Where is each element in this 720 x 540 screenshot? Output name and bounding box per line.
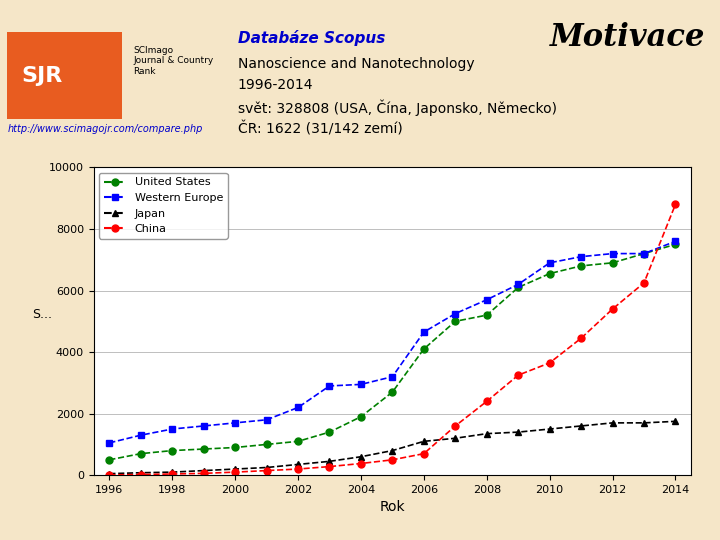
- Y-axis label: S...: S...: [32, 308, 52, 321]
- Text: Databáze Scopus: Databáze Scopus: [238, 30, 385, 46]
- Text: ČR: 1622 (31/142 zemí): ČR: 1622 (31/142 zemí): [238, 122, 402, 137]
- Text: SCImago
Journal & Country
Rank: SCImago Journal & Country Rank: [133, 46, 213, 76]
- Text: http://www.scimagojr.com/compare.php: http://www.scimagojr.com/compare.php: [7, 124, 202, 134]
- X-axis label: Rok: Rok: [379, 501, 405, 515]
- Text: svět: 328808 (USA, Čína, Japonsko, Německo): svět: 328808 (USA, Čína, Japonsko, Němec…: [238, 100, 557, 117]
- Text: Motivace: Motivace: [550, 22, 706, 52]
- Text: 1996-2014: 1996-2014: [238, 78, 313, 92]
- Legend: United States, Western Europe, Japan, China: United States, Western Europe, Japan, Ch…: [99, 173, 228, 239]
- Text: Nanoscience and Nanotechnology: Nanoscience and Nanotechnology: [238, 57, 474, 71]
- Text: SJR: SJR: [21, 65, 63, 86]
